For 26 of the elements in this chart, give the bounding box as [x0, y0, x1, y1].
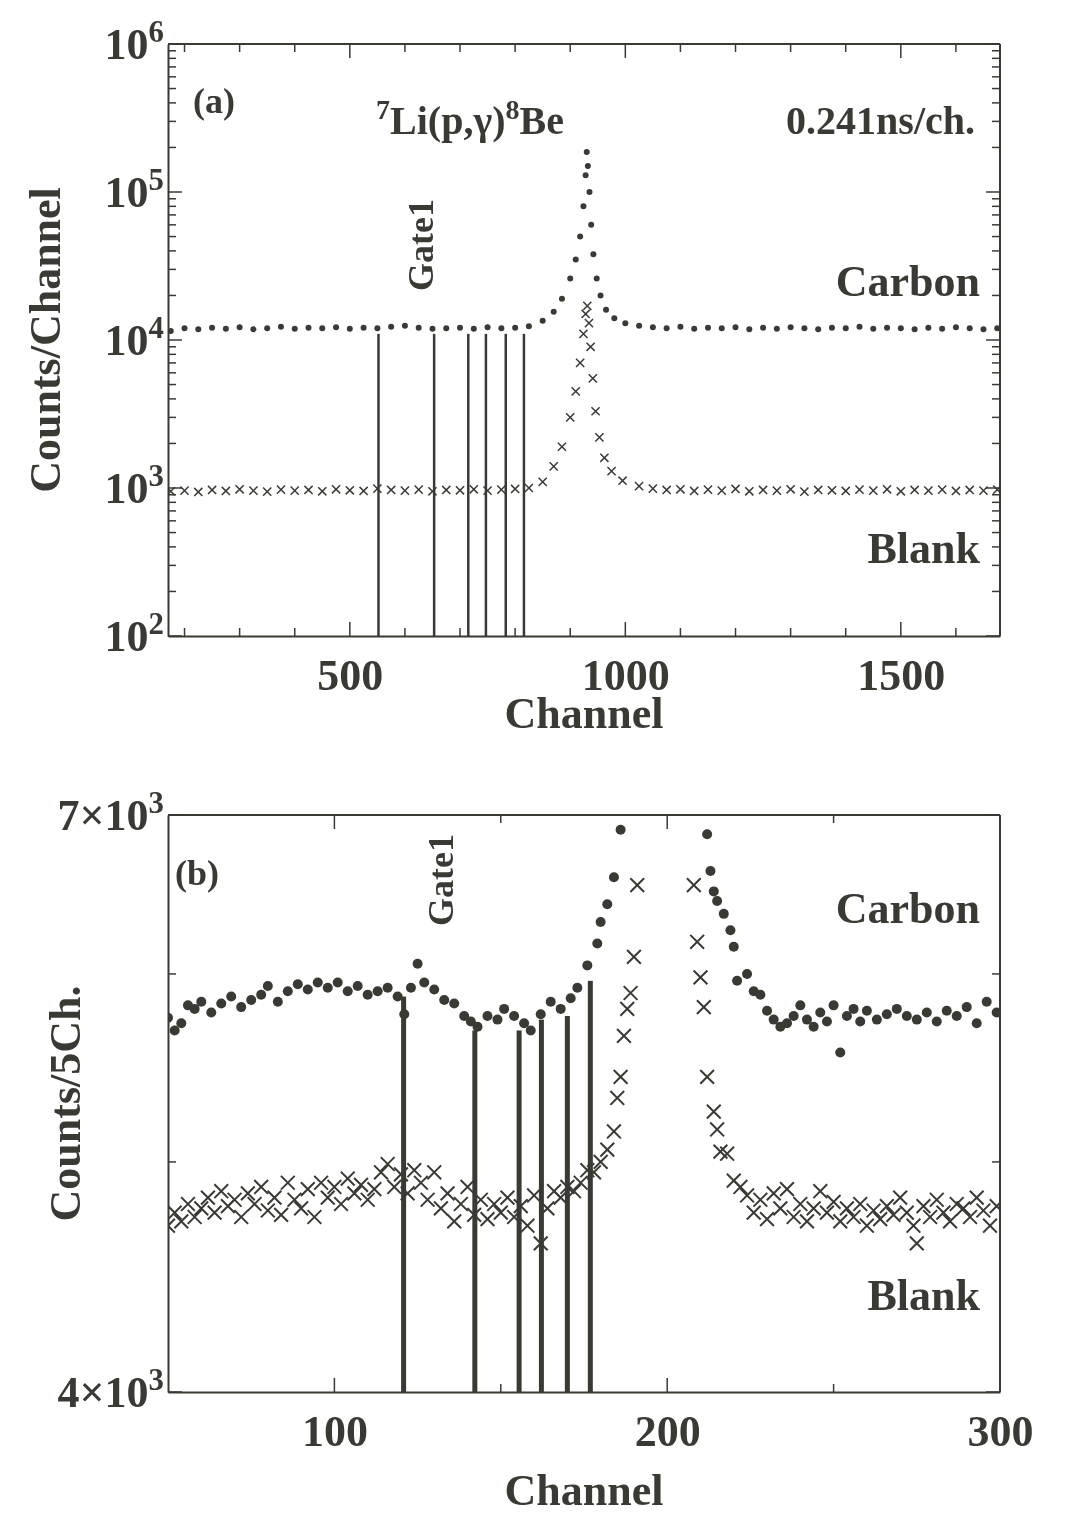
annotation: Gate1 — [400, 199, 441, 291]
y-axis-title: Counts/5Ch. — [41, 985, 91, 1222]
x-axis-title: Channel — [504, 689, 664, 738]
legend-label: Blank — [867, 524, 981, 574]
legend-label: Carbon — [835, 256, 980, 306]
annotation: 0.241ns/ch. — [786, 98, 975, 143]
x-tick-label: 500 — [317, 650, 384, 700]
x-tick-label: 300 — [967, 1406, 1034, 1456]
x-axis-title: Channel — [504, 1466, 664, 1515]
annotation: (a) — [193, 80, 235, 121]
y-tick-label: 10$^{5}$ — [104, 162, 164, 217]
x-tick-label: 100 — [301, 1406, 368, 1456]
y-tick-label: 10$^{3}$ — [104, 458, 164, 513]
x-tick-label: 200 — [634, 1406, 701, 1456]
series-label: Carbon — [835, 883, 980, 933]
annotation: $^{7}$Li(p,γ)$^{8}$Be — [376, 93, 564, 143]
series-label: Blank — [867, 1270, 981, 1320]
y-tick-label: 10$^{4}$ — [104, 310, 164, 365]
x-tick-label: 1500 — [857, 650, 946, 700]
y-tick-label: 7×10$^{3}$ — [57, 785, 164, 840]
y-tick-label: 10$^{6}$ — [104, 14, 164, 69]
y-axis-title: Counts/Channel — [21, 187, 71, 493]
annotation: (b) — [175, 852, 219, 893]
y-tick-label: 10$^{2}$ — [104, 606, 164, 661]
y-tick-label: 4×10$^{3}$ — [57, 1362, 164, 1417]
annotation: Gate1 — [420, 834, 461, 926]
